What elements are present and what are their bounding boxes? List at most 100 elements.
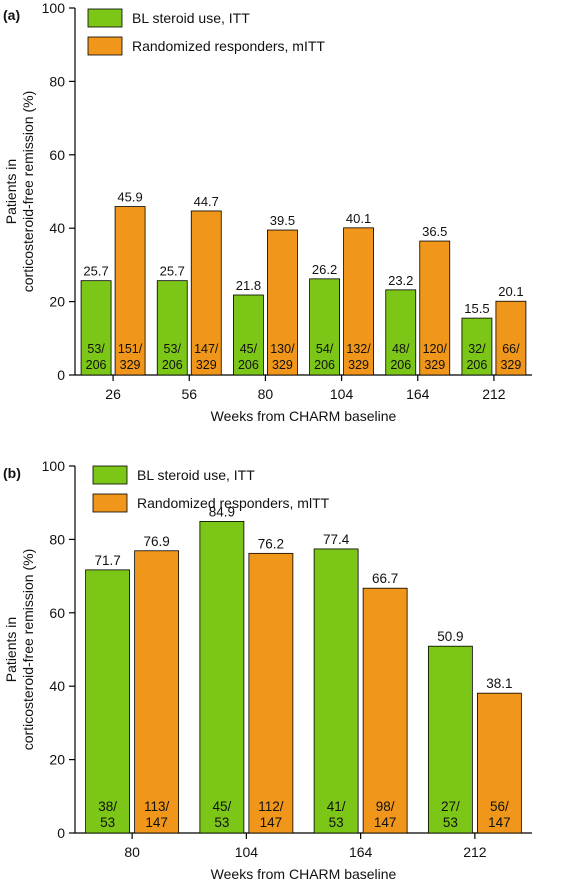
bar-value-label: 71.7 <box>94 553 120 568</box>
bar-n-label: 206 <box>390 358 411 372</box>
bar-n-label: 48/ <box>392 342 410 356</box>
bar <box>233 294 264 376</box>
x-tick-label: 212 <box>463 844 487 860</box>
bar <box>190 210 222 376</box>
x-tick-label: 104 <box>235 844 259 860</box>
bar <box>134 550 180 834</box>
x-tick-label: 80 <box>258 386 274 402</box>
x-axis-label: Weeks from CHARM baseline <box>211 408 397 424</box>
bar <box>267 229 298 376</box>
bar-n-label: 45/ <box>212 799 231 814</box>
panel-b-chart: (b) 0 20 40 60 80 100 Patients in corticosteroid… <box>3 458 532 882</box>
x-tick-label: 164 <box>349 844 373 860</box>
legend-label: BL steroid use, ITT <box>132 10 250 26</box>
legend-swatch <box>92 465 128 485</box>
bar <box>85 569 131 834</box>
bar-n-label: 329 <box>272 358 293 372</box>
bar <box>343 227 374 376</box>
y-tick-label: 20 <box>49 752 65 768</box>
bar-n-label: 151/ <box>118 342 143 356</box>
bar <box>248 552 294 834</box>
legend-swatch <box>87 8 123 28</box>
bar-n-label: 329 <box>196 358 217 372</box>
y-tick-label: 60 <box>49 605 65 621</box>
bar-n-label: 56/ <box>490 799 509 814</box>
bar-n-label: 329 <box>348 358 369 372</box>
legend-label: Randomized responders, mITT <box>132 38 325 54</box>
bar-value-label: 23.2 <box>388 273 413 288</box>
bar-value-label: 76.9 <box>143 534 169 549</box>
bar-n-label: 113/ <box>144 799 170 814</box>
bar-n-label: 38/ <box>98 799 117 814</box>
bar <box>114 206 146 376</box>
bar-value-label: 38.1 <box>486 676 512 691</box>
bar <box>199 521 245 834</box>
bar-n-label: 329 <box>120 358 141 372</box>
bar-value-label: 15.5 <box>464 301 489 316</box>
y-tick-label: 80 <box>49 73 65 89</box>
legend-label: BL steroid use, ITT <box>137 467 255 483</box>
x-tick-label: 80 <box>124 844 140 860</box>
bar-value-label: 84.9 <box>209 504 235 519</box>
y-tick-label: 20 <box>49 294 65 310</box>
x-axis-label: Weeks from CHARM baseline <box>211 866 397 882</box>
bar-n-label: 53/ <box>87 342 105 356</box>
bar-value-label: 25.7 <box>83 264 108 279</box>
bar-n-label: 206 <box>314 358 335 372</box>
y-tick-label: 40 <box>49 678 65 694</box>
bar-n-label: 120/ <box>423 342 448 356</box>
y-tick-label: 0 <box>57 367 65 383</box>
bar-value-label: 50.9 <box>437 629 463 644</box>
bar-n-label: 32/ <box>468 342 486 356</box>
bar <box>495 300 527 376</box>
bar-n-label: 132/ <box>346 342 371 356</box>
legend-swatch <box>87 36 123 56</box>
bar-value-label: 66.7 <box>372 571 398 586</box>
bar-n-label: 45/ <box>240 342 258 356</box>
bar-n-label: 329 <box>500 358 521 372</box>
y-tick-label: 100 <box>42 458 66 474</box>
bar-value-label: 26.2 <box>312 262 337 277</box>
y-axis-label: Patients in <box>3 159 19 224</box>
bar-n-label: 329 <box>424 358 445 372</box>
legend-swatch <box>92 493 128 513</box>
bar-n-label: 130/ <box>270 342 295 356</box>
bar-n-label: 53 <box>329 815 344 830</box>
x-tick-label: 104 <box>330 386 354 402</box>
bar-n-label: 66/ <box>502 342 520 356</box>
bar-n-label: 53/ <box>164 342 182 356</box>
bar <box>156 280 188 376</box>
bar-value-label: 36.5 <box>422 224 447 239</box>
bar <box>313 548 359 834</box>
bar-value-label: 40.1 <box>346 211 371 226</box>
bar <box>427 645 473 834</box>
bar-n-label: 147 <box>145 815 168 830</box>
bar-n-label: 53 <box>100 815 115 830</box>
y-axis-label: Patients in <box>3 617 19 682</box>
bar-n-label: 206 <box>162 358 183 372</box>
y-tick-label: 40 <box>49 220 65 236</box>
bar <box>419 240 451 376</box>
bar-n-label: 147 <box>260 815 283 830</box>
panel-label: (b) <box>3 465 21 481</box>
bar-value-label: 25.7 <box>160 264 185 279</box>
y-tick-label: 0 <box>57 825 65 841</box>
bar <box>362 587 408 834</box>
bar-n-label: 147/ <box>194 342 219 356</box>
bar-value-label: 45.9 <box>117 190 142 205</box>
bar-n-label: 27/ <box>441 799 460 814</box>
bar-n-label: 147 <box>374 815 397 830</box>
bar-n-label: 54/ <box>316 342 334 356</box>
bar-value-label: 44.7 <box>194 194 219 209</box>
bar-value-label: 77.4 <box>323 532 350 547</box>
bar-n-label: 206 <box>238 358 259 372</box>
bar-n-label: 206 <box>86 358 107 372</box>
y-axis-label: corticosteroid-free remission (%) <box>20 549 36 751</box>
x-tick-label: 26 <box>105 386 121 402</box>
panel-a-chart: (a) 0 20 40 60 80 100 Patients in corticosteroid… <box>3 0 532 424</box>
bar-n-label: 206 <box>466 358 487 372</box>
x-tick-label: 164 <box>406 386 430 402</box>
bar-n-label: 147 <box>488 815 511 830</box>
bar <box>461 317 493 376</box>
